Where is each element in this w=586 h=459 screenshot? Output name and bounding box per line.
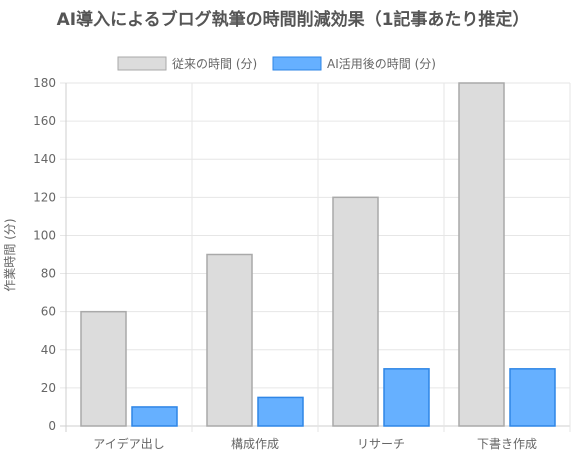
y-tick-label: 180 [33,76,56,90]
y-tick-label: 140 [33,152,56,166]
y-tick-label: 0 [48,419,56,433]
bars [80,82,556,427]
bar-traditional[interactable] [458,82,505,427]
y-tick-label: 40 [41,343,56,357]
bar-traditional[interactable] [80,310,127,427]
y-tick-label: 160 [33,114,56,128]
y-tick-label: 20 [41,381,56,395]
chart-title: AI導入によるブログ執筆の時間削減効果（1記事あたり推定） [57,9,530,30]
y-tick-label: 120 [33,190,56,204]
legend-label-ai[interactable]: AI活用後の時間 (分) [327,57,436,71]
bar-traditional[interactable] [332,196,379,427]
y-tick-label: 100 [33,228,56,242]
bar-ai[interactable] [509,368,556,427]
x-tick-label: 構成作成 [231,437,279,451]
bar-ai[interactable] [383,368,430,427]
y-tick-label: 80 [41,267,56,281]
x-tick-label: 下書き作成 [477,437,537,451]
y-axis-label: 作業時間 (分) [3,218,17,291]
legend-swatch-ai[interactable] [272,56,322,71]
legend-swatch-traditional[interactable] [117,56,167,71]
bar-ai[interactable] [131,406,178,427]
y-axis-ticks: 0 20 40 60 80 100 120 140 160 180 [33,76,56,433]
y-tick-label: 60 [41,305,56,319]
x-tick-label: アイデア出し [93,436,164,451]
legend-label-traditional[interactable]: 従来の時間 (分) [172,57,257,71]
gridlines [60,82,571,432]
legend: 従来の時間 (分) AI活用後の時間 (分) [117,56,436,71]
bar-ai[interactable] [257,396,304,427]
x-axis-ticks: アイデア出し 構成作成 リサーチ 下書き作成 [93,436,537,451]
x-tick-label: リサーチ [357,437,405,451]
bar-traditional[interactable] [206,253,253,427]
